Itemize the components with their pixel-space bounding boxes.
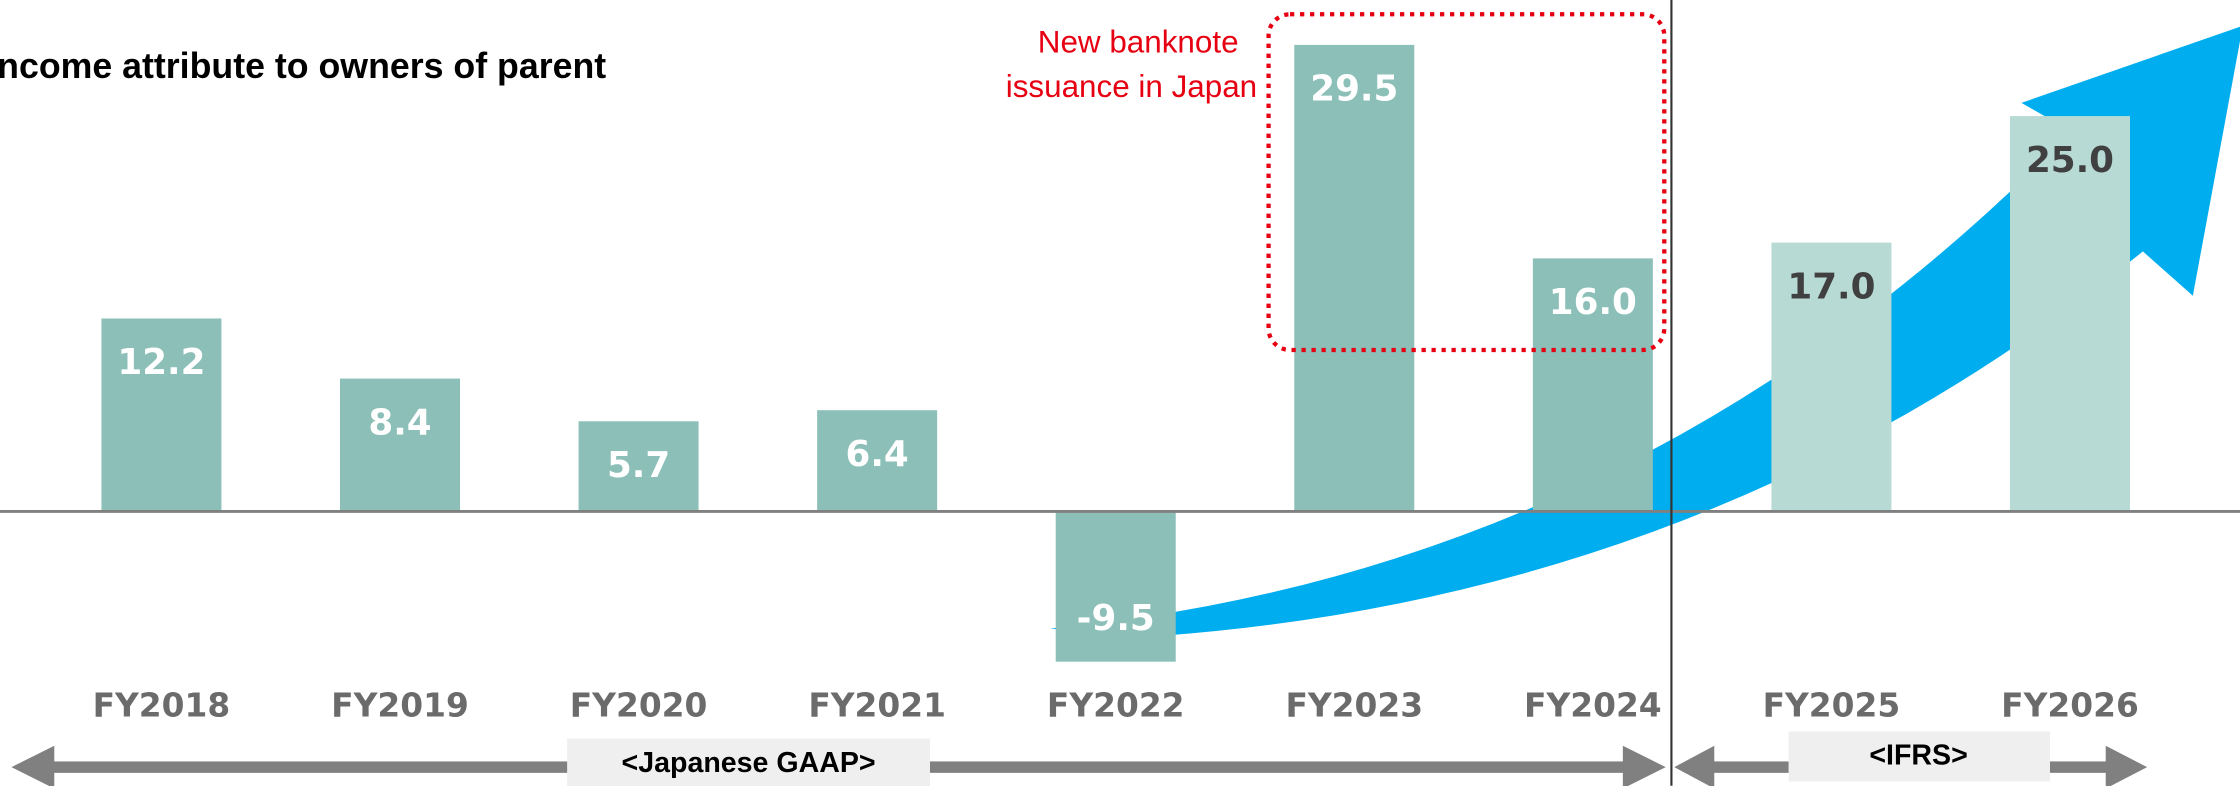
x-tick-label: FY2018 [93, 687, 231, 725]
arrow-head [1674, 745, 1715, 786]
x-tick-label: FY2022 [1047, 687, 1185, 725]
bar [817, 410, 938, 512]
highlight-box [1266, 12, 1667, 353]
data-label: 25.0 [2026, 140, 2114, 181]
data-label: 5.7 [607, 445, 670, 486]
x-tick-label: FY2023 [1285, 687, 1423, 725]
segment-box [567, 738, 930, 786]
bar [1055, 511, 1176, 662]
data-label: 6.4 [846, 434, 909, 475]
data-label: 29.5 [1310, 69, 1398, 110]
bar [1294, 44, 1415, 512]
bars [101, 44, 2130, 662]
data-label: -9.5 [1077, 598, 1155, 639]
x-tick-label: FY2021 [808, 687, 946, 725]
bar [578, 421, 699, 512]
segment-box [1788, 731, 2050, 782]
arrow-head [11, 745, 55, 786]
arrow-head [2105, 745, 2148, 786]
bar [101, 318, 222, 512]
arrow-head [1622, 745, 1666, 786]
bar [1771, 242, 1892, 512]
bar [2010, 116, 2130, 512]
x-tick-label: FY2020 [570, 687, 708, 725]
x-tick-label: FY2026 [2001, 687, 2139, 725]
x-tick-label: FY2019 [331, 687, 469, 725]
bar [340, 378, 460, 512]
annotation: New banknote [1038, 25, 1239, 60]
data-label: 8.4 [368, 402, 431, 443]
x-tick-label: FY2024 [1524, 687, 1662, 725]
annotation: issuance in Japan [1006, 69, 1257, 104]
data-label: 12.2 [117, 342, 205, 383]
data-label: 16.0 [1549, 282, 1637, 323]
x-tick-label: FY2025 [1763, 687, 1901, 725]
segment-label: <Japanese GAAP> [622, 747, 876, 779]
chart-title: ncome attribute to owners of parent [0, 46, 606, 86]
data-label: 17.0 [1787, 266, 1875, 307]
growth-arrow [1050, 26, 2240, 638]
bar [1532, 258, 1653, 512]
segment-label: <IFRS> [1869, 740, 1967, 772]
